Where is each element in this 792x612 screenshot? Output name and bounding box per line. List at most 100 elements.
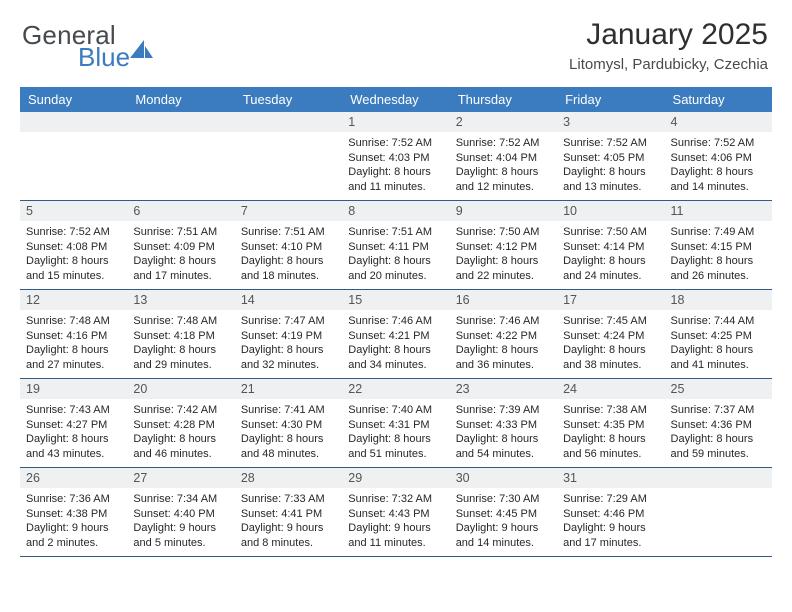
calendar-cell: 15Sunrise: 7:46 AMSunset: 4:21 PMDayligh… [342,290,449,378]
calendar-cell: 25Sunrise: 7:37 AMSunset: 4:36 PMDayligh… [665,379,772,467]
calendar-cell: 20Sunrise: 7:42 AMSunset: 4:28 PMDayligh… [127,379,234,467]
calendar-week: 12Sunrise: 7:48 AMSunset: 4:16 PMDayligh… [20,290,772,379]
calendar-week: 19Sunrise: 7:43 AMSunset: 4:27 PMDayligh… [20,379,772,468]
sunset-line: Sunset: 4:25 PM [671,329,766,344]
sunset-line: Sunset: 4:31 PM [348,418,443,433]
sunset-line: Sunset: 4:45 PM [456,507,551,522]
daylight-line: Daylight: 8 hours and 46 minutes. [133,432,228,461]
calendar-cell: . [127,112,234,200]
day-details [20,132,127,136]
daylight-line: Daylight: 8 hours and 41 minutes. [671,343,766,372]
sunset-line: Sunset: 4:03 PM [348,151,443,166]
sunrise-line: Sunrise: 7:52 AM [671,136,766,151]
sunrise-line: Sunrise: 7:48 AM [26,314,121,329]
calendar-cell: . [665,468,772,556]
sunset-line: Sunset: 4:04 PM [456,151,551,166]
calendar-cell: 28Sunrise: 7:33 AMSunset: 4:41 PMDayligh… [235,468,342,556]
sunset-line: Sunset: 4:19 PM [241,329,336,344]
sunset-line: Sunset: 4:24 PM [563,329,658,344]
day-header: Thursday [450,87,557,112]
day-details: Sunrise: 7:52 AMSunset: 4:03 PMDaylight:… [342,132,449,194]
calendar-cell: 18Sunrise: 7:44 AMSunset: 4:25 PMDayligh… [665,290,772,378]
sunset-line: Sunset: 4:46 PM [563,507,658,522]
calendar-cell: 17Sunrise: 7:45 AMSunset: 4:24 PMDayligh… [557,290,664,378]
sail-icon [130,40,154,62]
sunrise-line: Sunrise: 7:52 AM [348,136,443,151]
daylight-line: Daylight: 8 hours and 36 minutes. [456,343,551,372]
sunrise-line: Sunrise: 7:51 AM [241,225,336,240]
day-details: Sunrise: 7:32 AMSunset: 4:43 PMDaylight:… [342,488,449,550]
calendar-cell: 4Sunrise: 7:52 AMSunset: 4:06 PMDaylight… [665,112,772,200]
day-number: 3 [557,112,664,132]
daylight-line: Daylight: 8 hours and 59 minutes. [671,432,766,461]
page: General Blue January 2025 Litomysl, Pard… [0,0,792,612]
day-number: 23 [450,379,557,399]
day-details: Sunrise: 7:51 AMSunset: 4:11 PMDaylight:… [342,221,449,283]
sunset-line: Sunset: 4:21 PM [348,329,443,344]
calendar-cell: 11Sunrise: 7:49 AMSunset: 4:15 PMDayligh… [665,201,772,289]
day-number: 8 [342,201,449,221]
day-details [665,488,772,492]
day-number: 10 [557,201,664,221]
sunrise-line: Sunrise: 7:33 AM [241,492,336,507]
calendar-cell: 29Sunrise: 7:32 AMSunset: 4:43 PMDayligh… [342,468,449,556]
sunrise-line: Sunrise: 7:38 AM [563,403,658,418]
day-number: 28 [235,468,342,488]
day-number: 26 [20,468,127,488]
day-number: 9 [450,201,557,221]
sunset-line: Sunset: 4:22 PM [456,329,551,344]
day-number: 12 [20,290,127,310]
calendar-cell: 12Sunrise: 7:48 AMSunset: 4:16 PMDayligh… [20,290,127,378]
calendar-cell: 1Sunrise: 7:52 AMSunset: 4:03 PMDaylight… [342,112,449,200]
calendar-cell: 6Sunrise: 7:51 AMSunset: 4:09 PMDaylight… [127,201,234,289]
calendar-week: 26Sunrise: 7:36 AMSunset: 4:38 PMDayligh… [20,468,772,557]
sunrise-line: Sunrise: 7:30 AM [456,492,551,507]
day-details [127,132,234,136]
day-header: Friday [557,87,664,112]
calendar-cell: 7Sunrise: 7:51 AMSunset: 4:10 PMDaylight… [235,201,342,289]
day-details: Sunrise: 7:36 AMSunset: 4:38 PMDaylight:… [20,488,127,550]
day-details: Sunrise: 7:42 AMSunset: 4:28 PMDaylight:… [127,399,234,461]
day-details: Sunrise: 7:44 AMSunset: 4:25 PMDaylight:… [665,310,772,372]
calendar-cell: 24Sunrise: 7:38 AMSunset: 4:35 PMDayligh… [557,379,664,467]
sunrise-line: Sunrise: 7:39 AM [456,403,551,418]
day-number: 27 [127,468,234,488]
sunrise-line: Sunrise: 7:45 AM [563,314,658,329]
day-details: Sunrise: 7:50 AMSunset: 4:12 PMDaylight:… [450,221,557,283]
daylight-line: Daylight: 9 hours and 14 minutes. [456,521,551,550]
day-details: Sunrise: 7:50 AMSunset: 4:14 PMDaylight:… [557,221,664,283]
day-number: 29 [342,468,449,488]
daylight-line: Daylight: 8 hours and 12 minutes. [456,165,551,194]
daylight-line: Daylight: 8 hours and 15 minutes. [26,254,121,283]
daylight-line: Daylight: 8 hours and 14 minutes. [671,165,766,194]
sunset-line: Sunset: 4:40 PM [133,507,228,522]
calendar-cell: 3Sunrise: 7:52 AMSunset: 4:05 PMDaylight… [557,112,664,200]
calendar-cell: 9Sunrise: 7:50 AMSunset: 4:12 PMDaylight… [450,201,557,289]
day-header: Tuesday [235,87,342,112]
day-details: Sunrise: 7:51 AMSunset: 4:10 PMDaylight:… [235,221,342,283]
sunset-line: Sunset: 4:05 PM [563,151,658,166]
day-details [235,132,342,136]
calendar: Sunday Monday Tuesday Wednesday Thursday… [20,87,772,557]
day-number: 5 [20,201,127,221]
sunrise-line: Sunrise: 7:37 AM [671,403,766,418]
daylight-line: Daylight: 8 hours and 18 minutes. [241,254,336,283]
brand-blue: Blue [78,42,130,73]
day-details: Sunrise: 7:38 AMSunset: 4:35 PMDaylight:… [557,399,664,461]
day-number: 31 [557,468,664,488]
day-header: Wednesday [342,87,449,112]
calendar-cell: 26Sunrise: 7:36 AMSunset: 4:38 PMDayligh… [20,468,127,556]
day-header: Saturday [665,87,772,112]
sunrise-line: Sunrise: 7:52 AM [456,136,551,151]
day-details: Sunrise: 7:52 AMSunset: 4:06 PMDaylight:… [665,132,772,194]
daylight-line: Daylight: 8 hours and 13 minutes. [563,165,658,194]
day-details: Sunrise: 7:46 AMSunset: 4:22 PMDaylight:… [450,310,557,372]
day-details: Sunrise: 7:51 AMSunset: 4:09 PMDaylight:… [127,221,234,283]
sunset-line: Sunset: 4:09 PM [133,240,228,255]
sunrise-line: Sunrise: 7:43 AM [26,403,121,418]
daylight-line: Daylight: 9 hours and 8 minutes. [241,521,336,550]
sunset-line: Sunset: 4:30 PM [241,418,336,433]
sunrise-line: Sunrise: 7:46 AM [348,314,443,329]
day-number: . [235,112,342,132]
sunrise-line: Sunrise: 7:32 AM [348,492,443,507]
